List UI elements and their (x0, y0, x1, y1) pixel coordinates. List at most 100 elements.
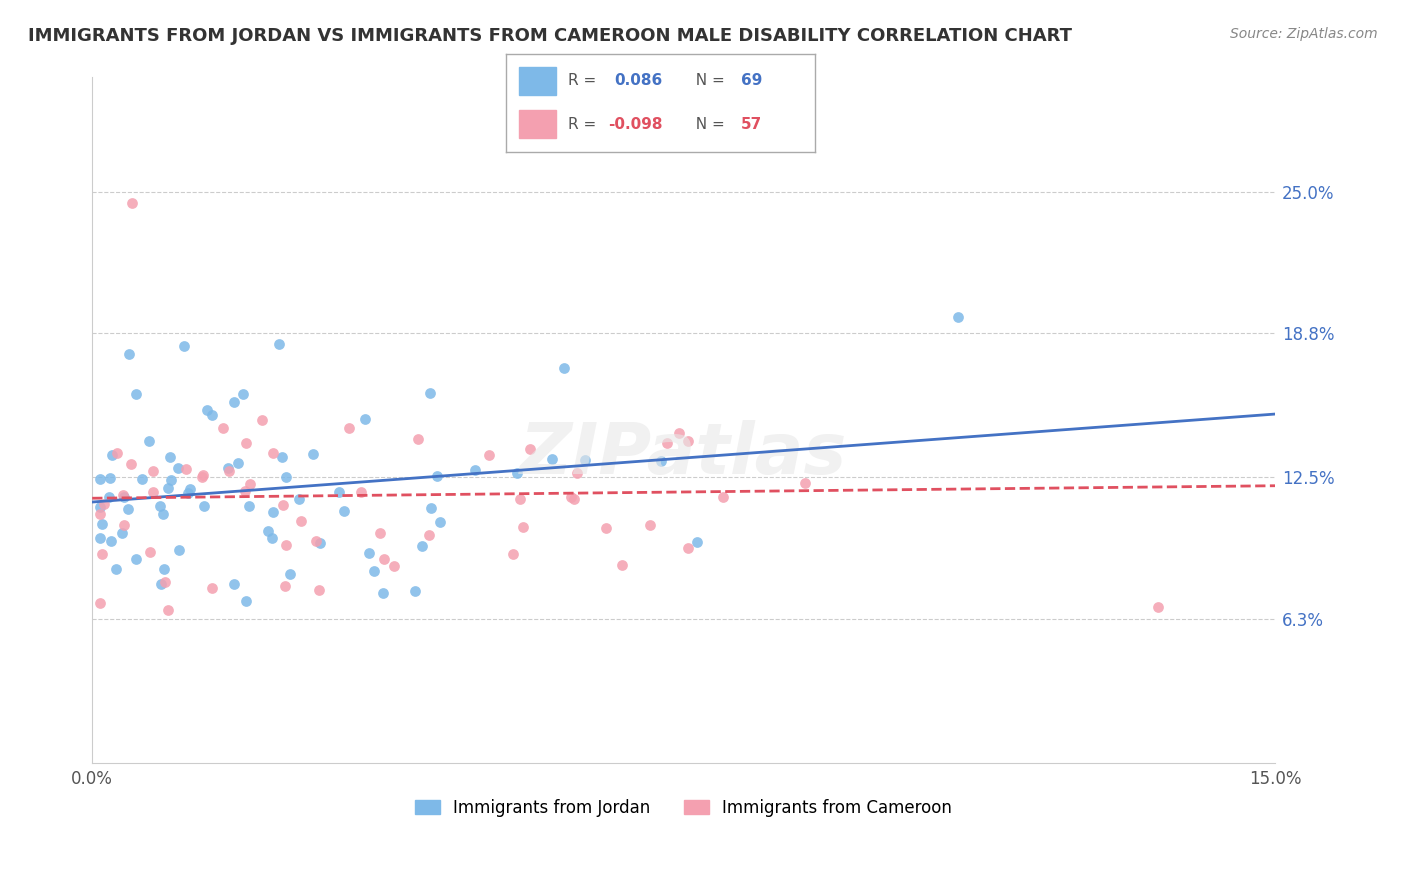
Point (120, 458, 142, 472)
Point (156, 481, 179, 495)
Point (97, 490, 120, 504)
Point (112, 488, 135, 502)
Point (274, 538, 297, 552)
Point (610, 558, 633, 573)
Text: R =: R = (568, 117, 602, 132)
Point (211, 420, 233, 434)
Point (107, 446, 129, 460)
Point (217, 461, 239, 475)
Point (218, 464, 240, 478)
Point (142, 464, 165, 478)
Point (595, 521, 617, 535)
Point (150, 576, 173, 591)
Point (308, 582, 330, 597)
Point (117, 502, 139, 516)
Point (502, 547, 524, 561)
Point (373, 552, 395, 566)
Point (574, 452, 596, 467)
Point (328, 484, 350, 499)
Point (169, 542, 191, 557)
Point (193, 500, 215, 514)
Point (273, 579, 295, 593)
Point (226, 456, 249, 470)
Text: R =: R = (568, 73, 606, 88)
Point (676, 434, 699, 449)
Point (288, 491, 311, 506)
Point (233, 484, 256, 499)
Point (173, 339, 195, 353)
Point (174, 462, 197, 476)
Point (270, 450, 292, 464)
Point (271, 498, 294, 512)
Point (118, 346, 141, 360)
Point (426, 469, 449, 483)
Point (560, 491, 582, 505)
Text: N =: N = (686, 117, 730, 132)
Point (565, 466, 588, 480)
Point (429, 516, 451, 530)
Point (139, 545, 162, 559)
Point (262, 446, 284, 460)
Point (353, 412, 375, 426)
Point (540, 452, 562, 467)
Point (125, 387, 148, 401)
Point (371, 586, 394, 600)
Point (290, 514, 312, 528)
Point (112, 518, 135, 533)
Text: -0.098: -0.098 (609, 117, 662, 132)
Point (363, 564, 385, 578)
Point (232, 386, 254, 401)
Point (191, 470, 214, 484)
Point (89, 531, 111, 545)
Point (350, 484, 373, 499)
Point (337, 421, 360, 435)
Point (201, 408, 224, 422)
Point (160, 473, 183, 487)
Point (302, 447, 325, 461)
Point (156, 602, 179, 616)
Point (946, 310, 969, 325)
Point (89, 596, 111, 610)
Point (408, 432, 430, 446)
Point (404, 583, 426, 598)
Point (650, 454, 672, 468)
Point (260, 531, 283, 545)
Point (562, 491, 585, 506)
Point (553, 360, 575, 375)
Point (177, 486, 200, 500)
Point (153, 574, 176, 589)
Point (238, 499, 260, 513)
Point (359, 546, 381, 560)
Point (252, 413, 274, 427)
Point (90, 516, 112, 531)
Point (269, 336, 291, 351)
Point (676, 541, 699, 556)
Text: 0.086: 0.086 (614, 73, 662, 88)
Point (418, 386, 440, 401)
Point (159, 450, 181, 464)
Point (121, 196, 143, 211)
Text: 69: 69 (741, 73, 762, 88)
Point (235, 594, 257, 608)
Point (201, 581, 224, 595)
Point (794, 475, 817, 490)
Point (464, 463, 486, 477)
Point (512, 520, 534, 534)
Point (711, 490, 734, 504)
Bar (519, 111, 555, 138)
Point (89, 472, 111, 486)
Text: Source: ZipAtlas.com: Source: ZipAtlas.com (1230, 27, 1378, 41)
Point (668, 426, 690, 441)
Point (686, 534, 709, 549)
Point (657, 139, 679, 153)
Text: IMMIGRANTS FROM JORDAN VS IMMIGRANTS FROM CAMEROON MALE DISABILITY CORRELATION C: IMMIGRANTS FROM JORDAN VS IMMIGRANTS FRO… (28, 27, 1073, 45)
Point (89, 500, 111, 514)
Point (309, 536, 332, 550)
Text: N =: N = (686, 73, 730, 88)
Point (257, 524, 280, 538)
Point (111, 525, 134, 540)
Point (93, 497, 115, 511)
Bar (519, 67, 555, 95)
Point (153, 562, 176, 576)
Point (278, 566, 301, 581)
